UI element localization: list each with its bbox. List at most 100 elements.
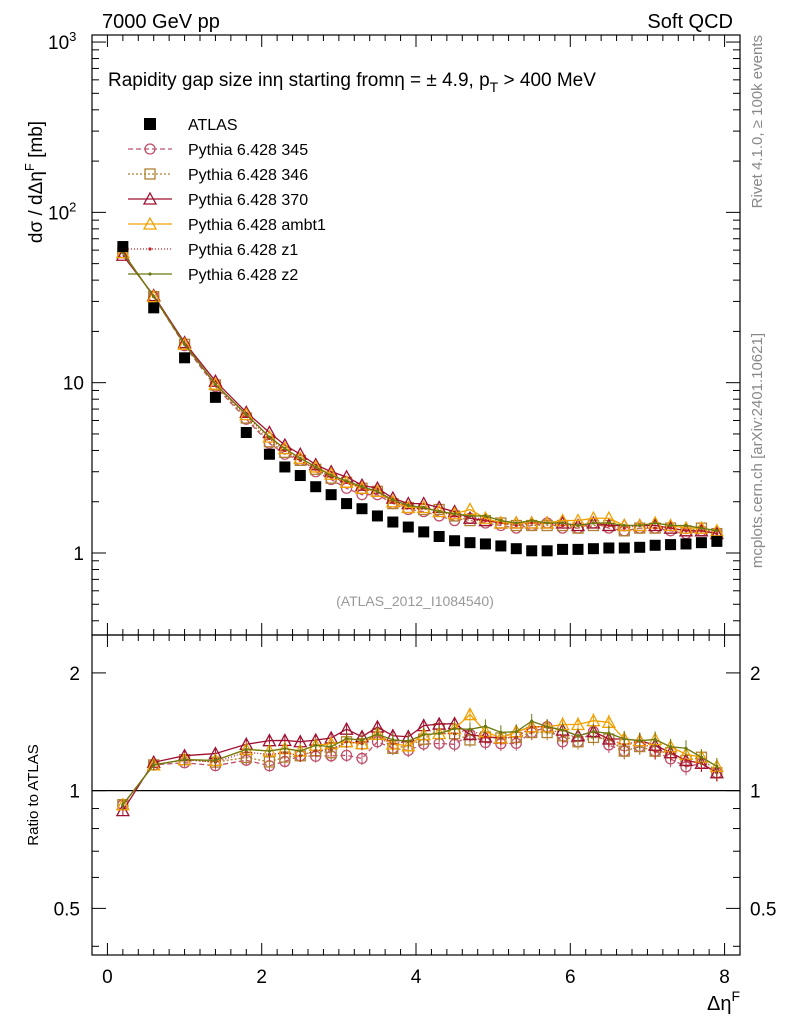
ratio-point-p345	[340, 749, 353, 762]
data-point-z2	[560, 521, 565, 525]
data-point-ATLAS	[695, 537, 707, 549]
legend-marker-ambt1	[142, 216, 158, 230]
data-point-ATLAS	[310, 481, 322, 493]
ratio-point-z2	[638, 739, 642, 743]
data-point-ATLAS	[634, 541, 646, 553]
data-point-ATLAS	[572, 543, 584, 555]
data-point-z2	[283, 447, 287, 451]
data-point-ambt1	[277, 441, 292, 455]
ratio-point-z1	[684, 758, 688, 763]
data-point-z2	[684, 523, 688, 528]
data-point-z2	[422, 505, 426, 510]
legend-item-ATLAS: ATLAS	[144, 117, 238, 134]
data-point-z2	[344, 479, 349, 483]
ratio-point-z2	[329, 745, 333, 749]
data-point-ATLAS	[603, 542, 615, 554]
data-point-z1	[715, 531, 719, 536]
y-tick-label-main: 10	[63, 374, 84, 395]
data-point-p370	[115, 247, 130, 261]
data-point-z1	[684, 529, 688, 533]
data-point-ATLAS	[356, 503, 368, 515]
data-point-z1	[560, 523, 565, 528]
ratio-point-z2	[653, 737, 657, 742]
data-point-ATLAS	[263, 448, 275, 460]
ratio-point-z2	[530, 719, 534, 723]
data-point-z2	[267, 435, 272, 439]
data-point-ambt1	[146, 289, 161, 303]
data-point-ATLAS	[680, 538, 692, 550]
ratio-point-z2	[668, 745, 673, 749]
ratio-point-z2	[406, 739, 410, 743]
data-point-ATLAS	[402, 521, 414, 533]
ratio-point-z2	[591, 730, 596, 734]
ratio-plot-frame	[91, 634, 741, 956]
data-point-ATLAS	[464, 537, 476, 549]
data-point-z2	[298, 456, 302, 460]
data-point-z1	[499, 521, 503, 525]
x-axis-label-sup: F	[731, 988, 740, 1004]
data-point-z1	[314, 467, 318, 471]
data-point-ATLAS	[587, 543, 599, 555]
data-point-ATLAS	[479, 538, 491, 550]
legend-marker-ATLAS	[144, 118, 156, 130]
y-tick-label-main: 102	[48, 199, 76, 224]
y-tick-label-ratio-right: 2	[750, 664, 761, 685]
data-point-p370	[648, 518, 663, 532]
data-point-ambt1	[115, 245, 130, 259]
y-axis-label-main-unit: [mb]	[26, 121, 47, 163]
data-point-z2	[622, 523, 626, 528]
data-point-z2	[314, 465, 318, 469]
legend-marker-p370	[142, 191, 158, 205]
plot-title-subscript: T	[490, 79, 499, 95]
ratio-point-z2	[213, 758, 218, 762]
data-point-z2	[391, 498, 395, 502]
data-point-ATLAS	[371, 510, 383, 522]
ratio-point-z1	[653, 749, 657, 753]
x-tick-label: 6	[565, 967, 576, 988]
data-point-ATLAS	[387, 516, 399, 528]
header-right: Soft QCD	[647, 11, 733, 33]
rivet-label: Rivet 4.1.0, ≥ 100k events	[749, 35, 766, 208]
data-point-ATLAS	[541, 545, 553, 557]
data-point-ATLAS	[449, 535, 461, 547]
ratio-point-z2	[622, 737, 626, 741]
x-axis-label: ΔηF	[707, 988, 740, 1015]
ratio-point-p345	[356, 752, 368, 765]
ratio-point-z2	[314, 743, 318, 747]
data-point-p370	[354, 477, 370, 491]
data-point-ATLAS	[649, 539, 661, 551]
legend-label-z2: Pythia 6.428 z2	[188, 267, 298, 284]
ratio-point-z2	[422, 732, 426, 737]
y-tick-label-ratio-right: 1	[750, 782, 761, 803]
legend-marker-p345	[144, 143, 156, 155]
legend-label-p346: Pythia 6.428 346	[188, 167, 308, 184]
data-point-z2	[213, 382, 218, 386]
data-point-z2	[406, 503, 410, 508]
ratio-point-z2	[514, 730, 518, 734]
data-point-z1	[452, 514, 457, 518]
data-point-ATLAS	[510, 543, 522, 555]
ratio-point-z2	[545, 725, 549, 729]
ratio-point-z2	[344, 736, 349, 741]
ratio-point-z2	[244, 747, 248, 752]
data-point-z2	[653, 521, 657, 525]
data-point-z2	[452, 512, 457, 516]
legend-item-z1: Pythia 6.428 z1	[128, 242, 298, 259]
legend-label-ambt1: Pythia 6.428 ambt1	[188, 217, 326, 234]
ratio-point-z2	[121, 803, 125, 807]
y-axis-label-ratio: Ratio to ATLAS	[25, 744, 42, 845]
y-axis-label-main-text: dσ / dΔη	[26, 171, 47, 243]
data-point-z2	[244, 412, 248, 417]
y-axis-label-main-sup: F	[22, 163, 37, 171]
ratio-point-z2	[483, 724, 488, 728]
data-point-ATLAS	[495, 540, 507, 552]
ratio-point-z2	[437, 731, 441, 736]
data-point-p370	[663, 520, 678, 534]
ratio-point-ambt1	[462, 707, 478, 721]
ratio-point-z2	[360, 738, 364, 742]
data-point-ATLAS	[618, 542, 630, 554]
data-point-ATLAS	[148, 302, 160, 314]
ratio-point-z2	[684, 746, 688, 750]
data-point-z2	[360, 485, 364, 489]
